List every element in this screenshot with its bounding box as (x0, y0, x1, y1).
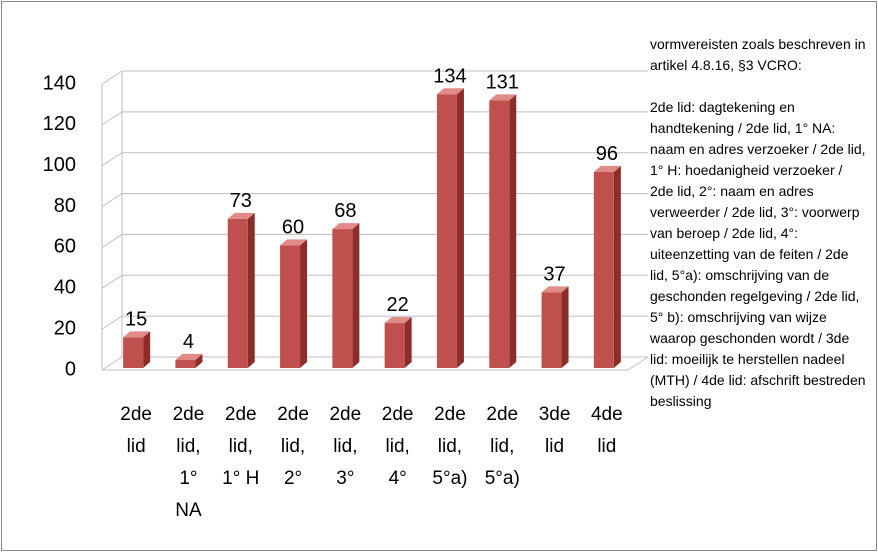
bar-top (436, 88, 464, 95)
bar-side (561, 286, 569, 368)
x-tick-label: 2de lid, 1° H (222, 404, 259, 489)
bar-top (332, 223, 360, 230)
value-label: 4 (183, 331, 194, 353)
bar-top (593, 165, 621, 172)
bar-top (280, 239, 308, 246)
bar-top (541, 286, 569, 293)
x-tick-label: 2de lid, 2° (277, 404, 309, 489)
y-tick-label: 100 (43, 154, 76, 176)
x-tick-label: 2de lid, 3° (329, 404, 361, 489)
y-tick-label: 0 (65, 358, 76, 380)
bar-side (509, 94, 517, 368)
bar (175, 353, 203, 368)
bar (593, 165, 621, 368)
bar-front (175, 359, 196, 368)
bar-front (489, 100, 510, 368)
bar-front (593, 171, 614, 368)
bar-top (384, 317, 412, 324)
floor-edge (627, 356, 649, 371)
value-label: 73 (230, 190, 252, 212)
bar-top (489, 94, 517, 101)
bar (541, 286, 569, 368)
bar-front (332, 229, 353, 368)
grid-line (101, 193, 648, 207)
bar (123, 331, 151, 368)
y-tick-label: 20 (54, 317, 76, 339)
x-tick-label: 2de lid, 5°a) (432, 404, 467, 489)
grid-line (101, 356, 648, 371)
y-tick-label: 120 (43, 113, 76, 135)
y-tick-label: 80 (54, 195, 76, 217)
bar-top (123, 331, 151, 338)
value-label: 131 (486, 71, 519, 93)
grid-line (101, 111, 648, 126)
value-label: 96 (596, 143, 618, 165)
bar (227, 212, 255, 368)
bar (436, 88, 464, 368)
annotation: 2de lid: dagtekening en handtekening / 2… (650, 99, 866, 409)
bar-front (384, 323, 405, 368)
grid-line (101, 70, 648, 85)
x-tick-label: 3de lid (539, 404, 571, 457)
legend-text: vormvereisten zoals beschreven in artike… (650, 34, 868, 433)
bar (384, 317, 412, 368)
bar (280, 239, 308, 368)
value-label: 22 (387, 294, 409, 316)
grid-line (101, 274, 648, 289)
bar-side (247, 212, 255, 368)
x-tick-label: 2de lid, 4° (382, 404, 414, 489)
x-tick-label: 2de lid (120, 404, 152, 457)
bar-side (300, 239, 308, 368)
bar-side (404, 317, 412, 368)
annotation: vormvereisten zoals beschreven in artike… (650, 36, 866, 73)
bar-side (352, 223, 360, 368)
bar-side (613, 165, 621, 368)
bar-side (195, 353, 203, 368)
bar (332, 223, 360, 368)
x-tick-label: 2de lid, 1° NA (173, 404, 205, 521)
bar-side (143, 331, 151, 368)
grid-line (101, 152, 648, 167)
value-label: 134 (433, 65, 466, 87)
bar-front (123, 337, 144, 368)
bar-front (436, 94, 457, 368)
bar-top (175, 353, 203, 360)
value-label: 15 (125, 308, 147, 330)
bar-front (227, 218, 248, 368)
y-tick-label: 40 (54, 277, 76, 299)
grid-line (101, 233, 648, 248)
value-label: 37 (543, 263, 565, 285)
value-label: 68 (334, 200, 356, 222)
x-tick-label: 4de lid (591, 404, 623, 457)
value-label: 60 (282, 216, 304, 238)
y-tick-label: 60 (54, 236, 76, 258)
bar (489, 94, 517, 368)
bar-top (227, 212, 255, 219)
grid-line (101, 315, 648, 330)
x-tick-label: 2de lid, 5°a) (485, 404, 520, 489)
y-tick-label: 140 (43, 72, 76, 94)
bar-front (541, 292, 562, 368)
bar-side (456, 88, 464, 368)
bar-front (280, 245, 301, 368)
